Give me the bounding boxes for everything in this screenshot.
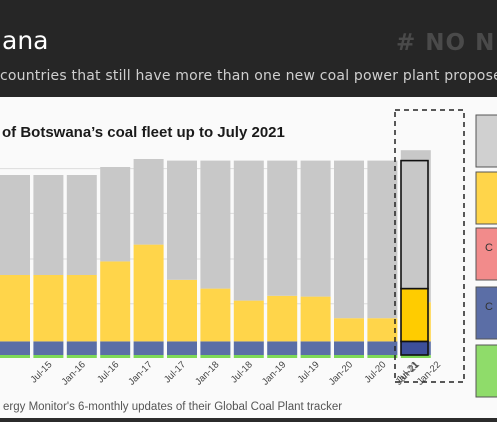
bar-baseline bbox=[300, 355, 331, 358]
bar-baseline bbox=[334, 355, 364, 358]
x-tick-label: Jul-19 bbox=[296, 359, 322, 385]
hashtag-banner: # NO NE bbox=[396, 30, 497, 56]
bar-baseline bbox=[400, 355, 431, 358]
coal-fleet-chart: of Botswana’s coal fleet up to July 2021… bbox=[0, 109, 497, 413]
bar-segment bbox=[334, 160, 364, 319]
bar-segment bbox=[100, 167, 131, 262]
bar-segment bbox=[267, 295, 298, 342]
chart-title: of Botswana’s coal fleet up to July 2021 bbox=[2, 124, 285, 141]
bar-segment bbox=[300, 341, 331, 355]
x-tick-label: Jan-20 bbox=[327, 359, 355, 387]
bar-segment bbox=[200, 341, 231, 355]
x-tick-label: Jul-17 bbox=[162, 359, 188, 385]
bar-segment bbox=[233, 341, 264, 355]
legend-label: C bbox=[485, 242, 493, 254]
bar-segment bbox=[334, 318, 364, 342]
bar-segment bbox=[167, 160, 197, 280]
bar-segment bbox=[367, 318, 398, 342]
x-tick-label: Jul-20 bbox=[362, 359, 388, 385]
bar-segment bbox=[233, 160, 264, 301]
bar-segment bbox=[167, 341, 197, 355]
x-tick-label: Jan-22 bbox=[415, 359, 443, 387]
bar-baseline bbox=[33, 355, 64, 358]
bar-baseline bbox=[100, 355, 131, 358]
bar-segment bbox=[33, 175, 64, 275]
bar-segment bbox=[367, 160, 398, 319]
bar-segment bbox=[233, 300, 264, 342]
x-tick-label: Jan-18 bbox=[193, 359, 221, 387]
bar-baseline bbox=[267, 355, 298, 358]
x-tick-labels: Jul-15 Jan-16 Jul-16 Jan-17 Jul-17 Jan-18 Jul-… bbox=[28, 359, 443, 387]
bar-baseline bbox=[233, 355, 264, 358]
legend: CC bbox=[475, 114, 497, 398]
bar-segment bbox=[100, 261, 131, 342]
legend-swatch bbox=[475, 227, 497, 281]
bar-segment bbox=[133, 244, 164, 342]
bar-segment bbox=[33, 341, 64, 355]
bar-baseline bbox=[133, 355, 164, 358]
bar-segment bbox=[300, 160, 331, 297]
bar-segment bbox=[66, 341, 97, 355]
bar-baseline bbox=[66, 355, 97, 358]
x-tick-label: Jan-16 bbox=[60, 359, 88, 387]
bar-segment bbox=[200, 288, 231, 342]
x-tick-label: Jul-18 bbox=[229, 359, 255, 385]
bar-segment bbox=[300, 296, 331, 342]
bar-segment bbox=[0, 341, 30, 355]
bar-segment bbox=[367, 341, 398, 355]
highlight-bar-segment bbox=[400, 159, 429, 290]
source-note: ergy Monitor's 6-monthly updates of thei… bbox=[3, 401, 342, 413]
bar-segment bbox=[0, 175, 30, 275]
legend-swatch bbox=[475, 114, 497, 168]
x-tick-label: Jan-19 bbox=[260, 359, 288, 387]
bar-baseline bbox=[167, 355, 197, 358]
bar-segment bbox=[200, 160, 231, 289]
bars-group bbox=[0, 150, 431, 358]
highlight-bar-segment bbox=[400, 340, 429, 356]
bar-segment bbox=[133, 341, 164, 355]
bar-segment bbox=[33, 275, 64, 342]
bar-segment bbox=[0, 275, 30, 342]
bar-segment bbox=[66, 175, 97, 275]
bar-segment bbox=[167, 279, 197, 342]
x-tick-label: Jul-16 bbox=[95, 359, 121, 385]
x-tick-label: Jul-15 bbox=[28, 359, 54, 385]
legend-label: C bbox=[485, 301, 493, 313]
x-tick-label: Jan-17 bbox=[126, 359, 154, 387]
legend-swatch bbox=[475, 286, 497, 340]
bar-segment bbox=[133, 159, 164, 245]
header-bar: ana # NO NE countries that still have mo… bbox=[0, 0, 497, 97]
page-title: ana bbox=[2, 26, 49, 55]
bar-segment bbox=[66, 275, 97, 342]
bar-baseline bbox=[367, 355, 398, 358]
legend-swatch bbox=[475, 344, 497, 398]
bar-baseline bbox=[200, 355, 231, 358]
page-subtitle: countries that still have more than one … bbox=[0, 68, 497, 84]
bar-baseline bbox=[0, 355, 30, 358]
chart-panel: of Botswana’s coal fleet up to July 2021… bbox=[0, 97, 497, 418]
bar-segment bbox=[267, 341, 298, 355]
legend-swatch bbox=[475, 171, 497, 225]
bar-segment bbox=[100, 341, 131, 355]
bar-segment bbox=[334, 341, 364, 355]
bar-segment bbox=[267, 160, 298, 296]
highlight-bar-segment bbox=[400, 287, 429, 343]
